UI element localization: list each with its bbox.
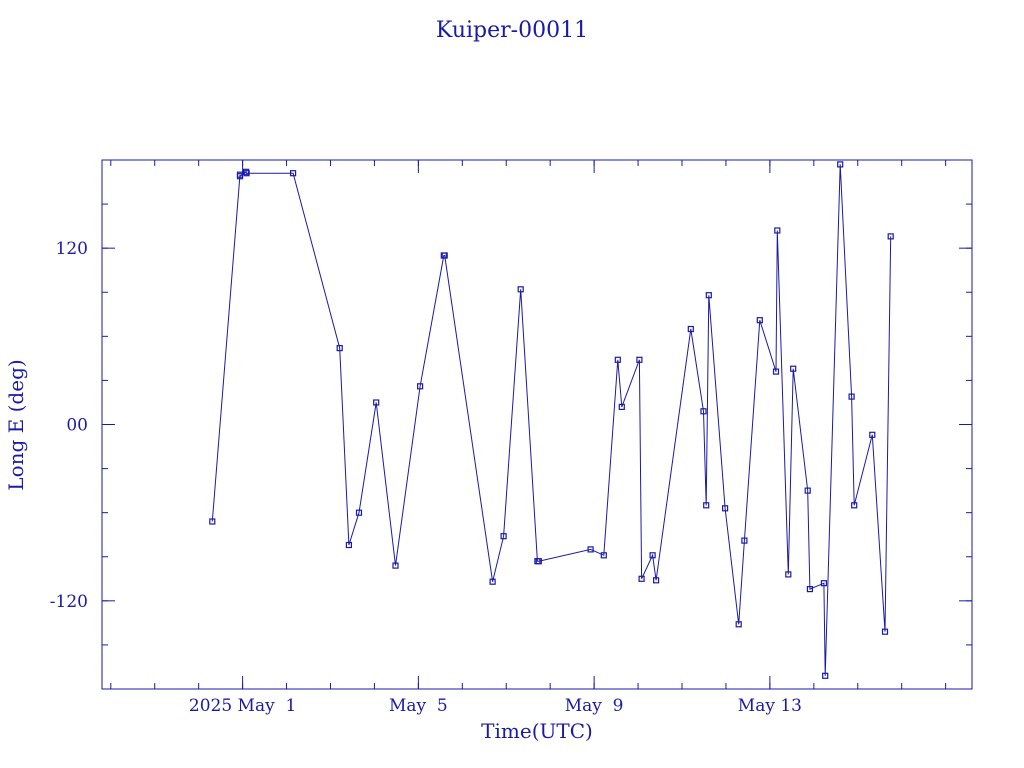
data-point <box>735 621 742 628</box>
series-line <box>211 164 892 676</box>
chart-title: Kuiper-00011 <box>436 18 588 43</box>
data-point <box>869 431 876 438</box>
data-point <box>649 552 656 559</box>
data-point <box>721 505 729 512</box>
data-point <box>703 502 710 509</box>
data-point <box>887 233 894 240</box>
data-point <box>441 252 448 259</box>
y-tick-label: -120 <box>50 592 88 612</box>
x-tick-label: May 13 <box>738 696 802 716</box>
data-point <box>848 393 855 400</box>
data-point <box>756 317 763 324</box>
axis-ticks <box>102 159 972 690</box>
data-point <box>336 345 343 352</box>
data-point <box>881 628 889 635</box>
data-point <box>243 170 250 177</box>
data-point <box>790 365 797 372</box>
x-axis-label: Time(UTC) <box>481 719 593 743</box>
data-point <box>236 173 244 180</box>
data-point <box>517 286 524 293</box>
data-point <box>618 403 625 410</box>
axis-tick-labels: 2025 May 1 May 5 May 9 May 13 120 00 -120 <box>50 239 802 716</box>
data-point <box>636 356 643 363</box>
data-point <box>489 578 496 585</box>
data-point <box>587 546 594 553</box>
series-points <box>209 161 894 679</box>
data-point <box>638 575 645 582</box>
data-point <box>345 541 352 549</box>
data-point <box>822 672 829 679</box>
data-point <box>614 356 621 363</box>
y-tick-label: 120 <box>56 239 88 259</box>
data-point <box>209 518 216 525</box>
data-point <box>355 509 363 516</box>
x-tick-label: May 5 <box>389 696 448 716</box>
y-tick-label: 00 <box>66 416 88 436</box>
data-point <box>600 552 607 559</box>
data-point <box>500 533 507 540</box>
plot-frame <box>101 159 973 690</box>
data-point <box>373 399 380 406</box>
data-point <box>652 577 660 584</box>
y-axis-label: Long E (deg) <box>4 359 28 490</box>
data-point <box>820 580 828 587</box>
data-point <box>741 537 748 544</box>
data-point <box>290 170 297 177</box>
data-point <box>804 487 811 494</box>
data-point <box>837 161 844 168</box>
data-point <box>851 502 858 509</box>
data-point <box>705 292 712 299</box>
data-point <box>785 571 792 578</box>
data-point <box>535 558 542 565</box>
data-point <box>774 227 781 234</box>
data-point <box>392 562 399 569</box>
data-point <box>417 383 424 390</box>
data-point <box>687 325 694 333</box>
x-tick-label: May 9 <box>565 696 624 716</box>
data-point <box>772 368 780 375</box>
data-point <box>700 408 707 415</box>
x-tick-label: 2025 May 1 <box>189 696 296 716</box>
data-point <box>806 585 814 593</box>
